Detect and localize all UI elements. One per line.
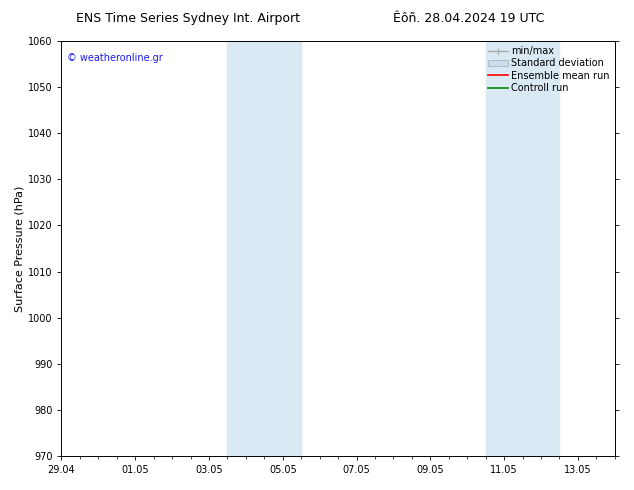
Y-axis label: Surface Pressure (hPa): Surface Pressure (hPa)	[15, 185, 25, 312]
Text: © weatheronline.gr: © weatheronline.gr	[67, 53, 163, 64]
Text: ENS Time Series Sydney Int. Airport: ENS Time Series Sydney Int. Airport	[76, 12, 300, 25]
Bar	[228, 41, 301, 456]
Bar	[486, 41, 559, 456]
Legend: min/max, Standard deviation, Ensemble mean run, Controll run: min/max, Standard deviation, Ensemble me…	[486, 44, 612, 95]
Text: Êôñ. 28.04.2024 19 UTC: Êôñ. 28.04.2024 19 UTC	[393, 12, 545, 25]
